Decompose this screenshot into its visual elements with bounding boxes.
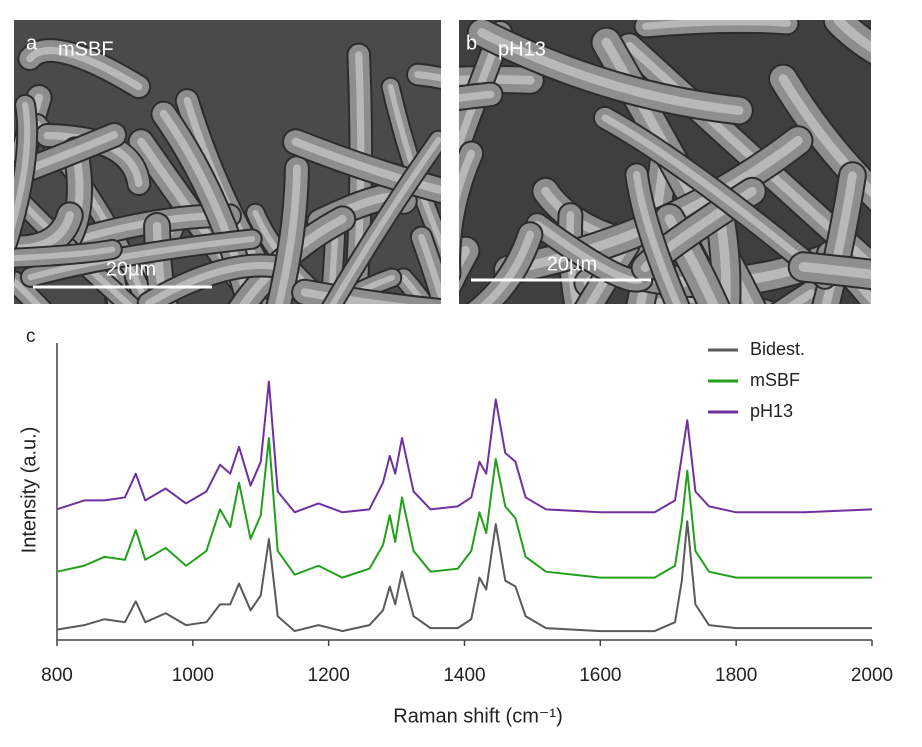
fiber-highlight [400,274,428,304]
x-tick-label: 2000 [851,665,893,686]
spectrum-line [56,437,872,579]
fiber-highlight [477,28,744,115]
fiber-highlight [332,274,395,304]
fiber-highlight [642,20,791,30]
panel-letter: c [26,326,36,347]
fiber-highlight [778,74,871,198]
fiber-highlight [27,236,256,281]
spectrum-line [56,520,872,633]
fiber-highlight [14,211,75,253]
x-tick-label: 1800 [715,665,757,686]
legend-label: mSBF [750,370,800,390]
fiber-highlight [26,46,143,91]
fiber-highlight [239,214,347,304]
panel-label: mSBF [58,38,114,60]
fiber-highlight [14,278,42,304]
fiber-highlight [14,246,116,262]
plot: 800 1000 1200 1400 1600 1800 2000 Bidest. mSBF pH… [41,339,893,686]
sem-image [459,20,871,304]
fiber-highlight [459,149,476,203]
panel-letter: b [466,32,477,54]
spectrum-line [56,380,873,514]
x-tick-label: 1200 [308,665,350,686]
fiber-highlight [798,262,871,280]
legend-label: pH13 [750,401,793,421]
fiber-highlight [585,240,631,304]
fiber-highlight [275,164,301,304]
legend-label: Bidest. [750,339,805,359]
x-tick-label: 1400 [443,665,485,686]
x-tick-label: 800 [41,665,73,686]
fiber-highlight [664,214,719,304]
fiber-highlight [635,156,669,304]
y-axis-title: Intensity (a.u.) [18,427,40,554]
fiber [103,267,129,304]
x-tick-label: 1000 [172,665,214,686]
fiber-highlight [414,71,441,82]
fiber-highlight [821,171,857,304]
fiber-highlight [601,114,829,282]
fiber-highlight [14,101,31,232]
fiber-highlight [418,233,441,304]
fiber-highlight [351,51,365,304]
panel-label: pH13 [498,38,546,60]
fiber-highlight [480,230,535,304]
fiber-shadow [101,265,131,304]
fiber-highlight [14,131,119,179]
scale-label: 20µm [547,253,597,275]
fiber-highlight [145,262,288,304]
fiber-highlight [633,171,681,304]
fiber-highlight [833,20,871,53]
fiber-highlight [327,231,339,304]
scale-label: 20µm [106,258,156,280]
x-tick-label: 1600 [579,665,621,686]
panel-letter: a [26,32,38,54]
fiber-highlight [291,137,441,195]
sem-image [14,20,441,304]
fiber-highlight [387,83,441,251]
fiber-highlight [110,273,122,304]
x-axis-title: Raman shift (cm⁻¹) [393,705,562,727]
fiber-highlight [715,217,731,304]
fiber-highlight [14,192,133,304]
fiber-highlight [329,137,441,304]
